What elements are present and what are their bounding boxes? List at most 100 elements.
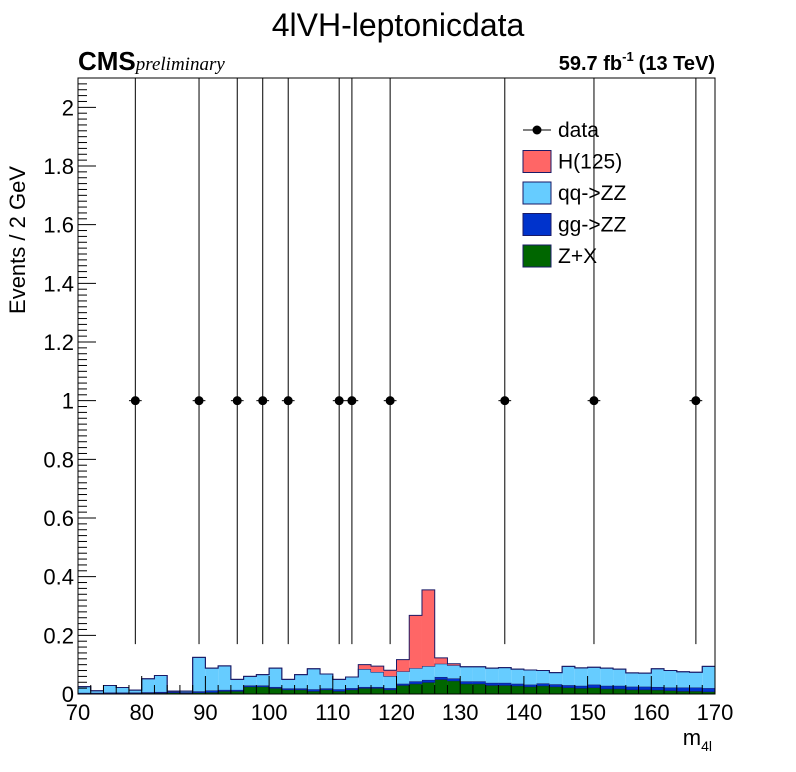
stack-bar: [689, 687, 703, 692]
stack-bar: [702, 666, 715, 689]
legend-label: data: [558, 119, 599, 142]
stack-bar: [434, 676, 448, 680]
stack-bar: [345, 676, 359, 689]
stack-bar: [345, 688, 359, 690]
stack-bar: [498, 682, 512, 686]
stack-bar: [307, 691, 321, 694]
stack-bar: [179, 691, 193, 693]
stack-bar: [218, 665, 231, 690]
stack-bar: [625, 686, 639, 690]
x-tick-label: 80: [129, 700, 153, 725]
stack-bar: [523, 686, 537, 694]
stack-bar: [243, 676, 257, 686]
legend-marker: [532, 125, 542, 135]
stack-bar: [689, 672, 703, 688]
stack-bar: [460, 681, 473, 684]
legend-swatch: [522, 213, 552, 236]
stack-bar: [205, 668, 219, 691]
lumi-value: 59.7 fb: [559, 53, 622, 75]
stack-bar: [269, 668, 282, 687]
stack-bar: [345, 689, 359, 694]
stack-bar: [320, 688, 333, 690]
stacked-histogram: [78, 589, 715, 694]
stack-bar: [230, 679, 244, 690]
stack-bar: [307, 668, 321, 690]
chart-title: 4lVH-leptonicdata: [272, 7, 525, 43]
stack-bar: [447, 665, 461, 679]
stack-bar: [358, 686, 372, 689]
stack-bar: [154, 692, 168, 694]
stack-bar: [600, 688, 614, 694]
stack-bar: [78, 686, 91, 693]
y-tick-label: 1.4: [43, 271, 74, 296]
legend-entry: gg->ZZ: [522, 213, 626, 237]
stack-bar: [320, 674, 333, 689]
stack-bar: [409, 683, 422, 694]
stack-bar: [205, 690, 219, 693]
stack-bar: [409, 668, 422, 682]
data-marker: [691, 396, 701, 406]
data-point: [230, 78, 244, 645]
stack-bar: [409, 681, 422, 684]
stack-bar: [485, 685, 499, 694]
legend-entry: Z+X: [522, 244, 597, 268]
stack-bar: [587, 687, 601, 694]
stack-bar: [383, 689, 397, 694]
x-tick-label: 120: [378, 700, 415, 725]
stack-bar: [472, 681, 486, 684]
data-point: [587, 78, 601, 645]
stack-bar: [230, 689, 244, 692]
stack-bar: [625, 672, 639, 687]
stack-bar: [192, 691, 206, 693]
stack-bar: [485, 668, 499, 683]
legend-entry: qq->ZZ: [522, 181, 626, 205]
data-points: [128, 78, 703, 645]
stack-bar: [587, 667, 601, 685]
data-point: [345, 78, 359, 645]
stack-bar: [562, 666, 575, 686]
stack-bar: [243, 685, 257, 687]
stack-bar: [447, 663, 461, 666]
stack-bar: [256, 674, 270, 686]
stack-bar: [396, 685, 410, 694]
stack-bar: [128, 690, 142, 693]
legend-label: qq->ZZ: [558, 182, 626, 205]
stack-bar: [192, 657, 206, 692]
y-tick-label: 0.4: [43, 565, 74, 590]
stack-bar: [638, 689, 652, 694]
stack-bar: [421, 666, 435, 680]
data-point: [128, 78, 142, 645]
stack-bar: [549, 686, 563, 694]
stack-bar: [294, 689, 308, 694]
x-tick-label: 90: [193, 700, 217, 725]
stack-bar: [574, 667, 588, 686]
stack-bar: [256, 686, 270, 694]
stack-bar: [421, 679, 435, 683]
stack-bar: [332, 679, 346, 690]
stack-bar: [396, 683, 410, 686]
data-point: [332, 78, 346, 645]
stack-bar: [141, 678, 155, 693]
stack-bar: [562, 685, 575, 688]
x-tick-label: 100: [251, 700, 288, 725]
x-tick-label: 170: [697, 700, 734, 725]
stack-bar: [625, 689, 639, 694]
legend-label: H(125): [558, 151, 622, 174]
stack-bar: [396, 671, 410, 684]
stack-bar: [676, 687, 690, 692]
x-axis: 70 80 90 100 110 120 130 140 150 160 170: [66, 676, 734, 725]
stack-bar: [218, 691, 231, 694]
y-tick-label: 1.6: [43, 213, 74, 238]
stack-bar: [447, 680, 461, 694]
stack-bar: [651, 668, 665, 687]
legend-entry: H(125): [522, 150, 622, 174]
y-axis-label: Events / 2 GeV: [5, 166, 30, 314]
stack-bar: [421, 589, 435, 667]
stack-bar: [664, 687, 677, 691]
stack-bar: [511, 685, 524, 694]
stack-bar: [179, 692, 193, 694]
stack-bar: [472, 666, 486, 682]
stack-bar: [332, 689, 346, 692]
